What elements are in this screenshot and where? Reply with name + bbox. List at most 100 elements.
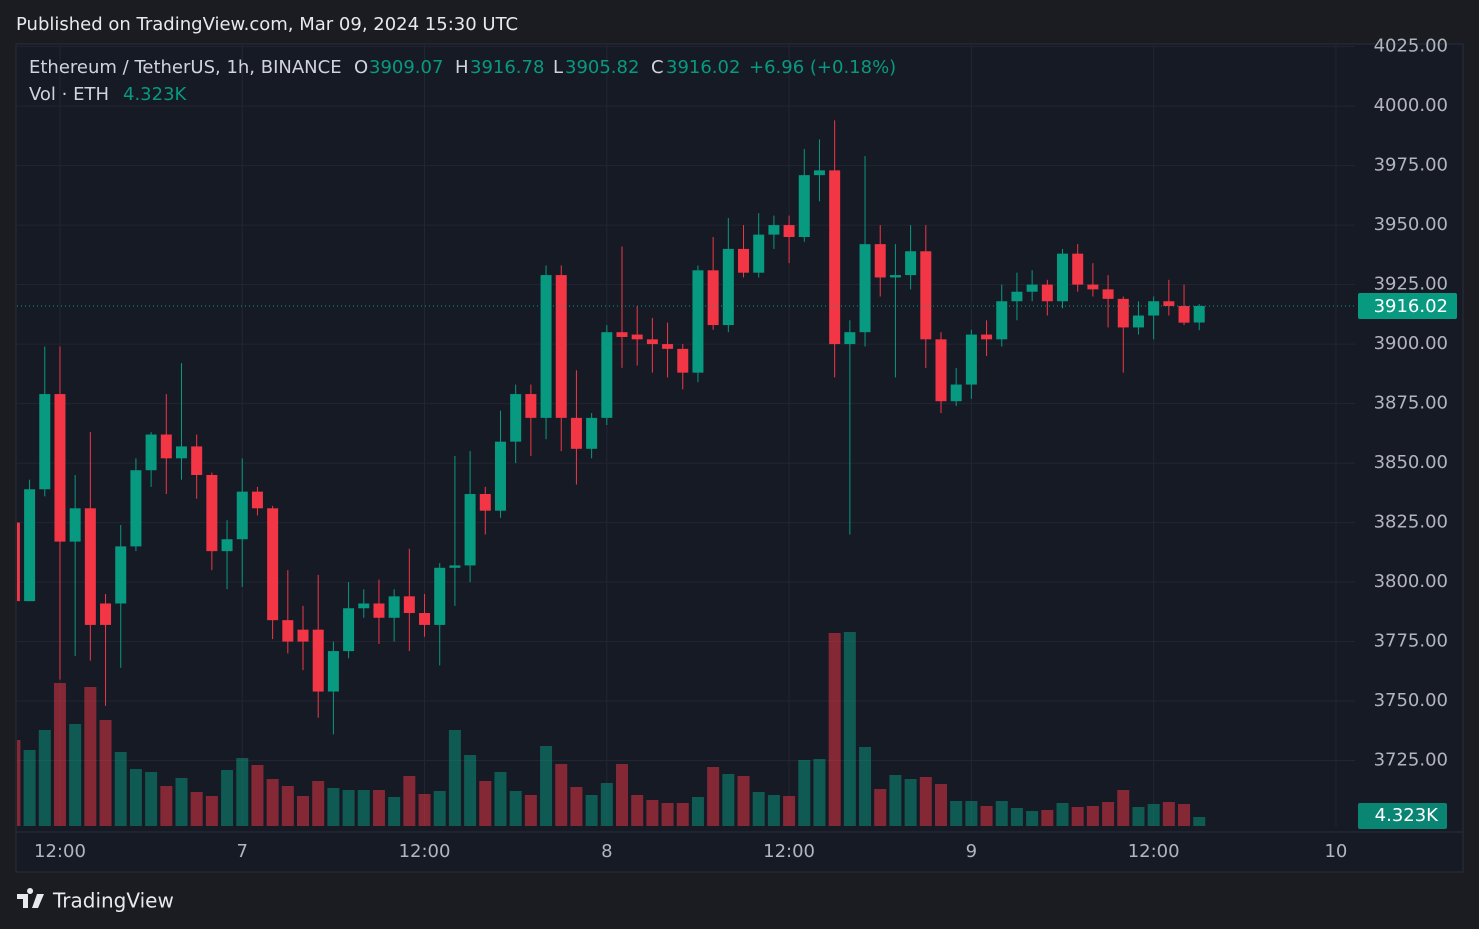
y-tick-label: 3825.00	[1374, 512, 1448, 533]
candle-body	[631, 334, 643, 340]
candle-body	[540, 275, 552, 418]
volume-bar	[53, 683, 66, 826]
candle-body	[616, 332, 628, 337]
candle-body	[1132, 315, 1144, 328]
volume-bar	[114, 752, 127, 826]
x-tick-label: 12:00	[399, 841, 451, 862]
candle-body	[236, 491, 248, 540]
candle-body	[160, 434, 172, 459]
volume-bar	[84, 687, 97, 826]
legend-close: 3916.02	[666, 57, 740, 78]
candle-body	[692, 270, 704, 373]
y-tick-label: 3950.00	[1374, 214, 1448, 235]
volume-bar	[767, 795, 780, 826]
volume-bar	[904, 779, 917, 826]
volume-bar	[509, 791, 522, 826]
volume-bar	[1041, 810, 1054, 826]
volume-bar	[783, 796, 796, 826]
candle-body	[844, 332, 856, 345]
volume-bar	[297, 796, 310, 826]
volume-bar	[1071, 807, 1084, 826]
y-tick-label: 3900.00	[1374, 333, 1448, 354]
candle-body	[1011, 291, 1023, 302]
candle-body	[267, 508, 279, 621]
candle-body	[464, 494, 476, 566]
candle-body	[510, 394, 522, 442]
volume-bar	[798, 760, 811, 826]
volume-bar	[266, 779, 279, 826]
candle-body	[84, 508, 96, 625]
legend-letter: H	[455, 57, 469, 78]
volume-bar	[585, 795, 598, 826]
candle-body	[327, 651, 339, 692]
y-tick-label: 4025.00	[1374, 36, 1448, 57]
last-volume-label: 4.323K	[1375, 805, 1440, 826]
legend-letter: O	[354, 57, 368, 78]
volume-bar	[828, 633, 841, 826]
candle-body	[965, 334, 977, 385]
candle-body	[813, 170, 825, 176]
brand: TradingView	[17, 888, 174, 913]
candle-body	[722, 248, 734, 326]
candle-body	[1041, 284, 1053, 302]
volume-bar	[388, 797, 401, 826]
candle-body	[221, 539, 233, 552]
x-tick-label: 12:00	[763, 841, 815, 862]
volume-value: 4.323K	[123, 84, 188, 105]
volume-bar	[494, 772, 507, 826]
volume-bar	[540, 746, 553, 826]
volume-bar	[221, 770, 234, 826]
legend-letter: C	[651, 57, 664, 78]
volume-bar	[676, 803, 689, 826]
candle-body	[282, 620, 294, 642]
y-tick-label: 3925.00	[1374, 274, 1448, 295]
volume-bar	[1147, 804, 1160, 826]
volume-bar	[175, 778, 188, 826]
candle-layer	[17, 120, 1355, 735]
candle-body	[1072, 253, 1084, 285]
candle-body	[1117, 298, 1129, 328]
legend-open: 3909.07	[369, 57, 443, 78]
volume-bar	[995, 801, 1008, 826]
legend: Ethereum / TetherUS, 1h, BINANCE O 3909.…	[29, 57, 896, 105]
volume-bar	[357, 790, 370, 826]
candle-body	[586, 417, 598, 449]
volume-bar	[448, 730, 461, 826]
chart-frame	[15, 43, 1464, 873]
volume-bar	[281, 786, 294, 826]
candle-body	[677, 348, 689, 373]
candle-body	[889, 275, 901, 278]
candle-body	[738, 248, 750, 273]
x-tick-label: 12:00	[1128, 841, 1180, 862]
y-tick-label: 3775.00	[1374, 631, 1448, 652]
candle-body	[570, 417, 582, 449]
candle-body	[1148, 301, 1160, 316]
published: Published on TradingView.com, Mar 09, 20…	[16, 14, 518, 35]
candle-body	[69, 508, 81, 542]
volume-bar	[1193, 816, 1206, 826]
candle-body	[494, 441, 506, 511]
volume-bar	[312, 781, 325, 826]
volume-bar	[1086, 806, 1099, 826]
candle-body	[798, 175, 810, 238]
candle-body	[1163, 301, 1175, 307]
volume-bar	[691, 797, 704, 826]
candle-body	[419, 613, 431, 625]
candle-body	[373, 603, 385, 618]
x-tick-label: 12:00	[34, 841, 86, 862]
volume-bar	[874, 789, 887, 826]
candle-body	[358, 603, 370, 609]
volume-bar	[433, 791, 446, 826]
candle-body	[206, 474, 218, 552]
volume-bar	[1056, 803, 1069, 826]
volume-bar	[372, 790, 385, 826]
volume-bar	[1132, 807, 1145, 826]
brand-name: TradingView	[52, 889, 174, 913]
candle-body	[981, 334, 993, 340]
volume-bar	[980, 806, 993, 826]
candle-body	[1057, 253, 1069, 302]
volume-bar	[722, 774, 735, 826]
y-tick-label: 3800.00	[1374, 571, 1448, 592]
volume-bar	[1117, 790, 1130, 826]
